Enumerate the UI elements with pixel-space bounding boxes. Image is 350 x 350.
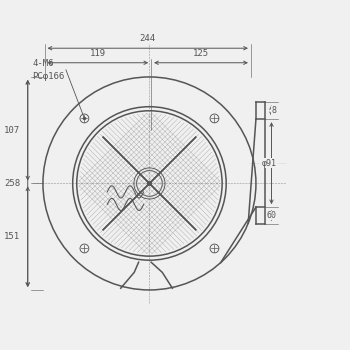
Text: 151: 151 <box>4 232 20 241</box>
Text: 119: 119 <box>90 49 106 58</box>
Text: 107: 107 <box>4 126 20 135</box>
Text: 258: 258 <box>4 179 20 188</box>
Text: 244: 244 <box>140 35 156 43</box>
Circle shape <box>147 181 152 186</box>
Text: φ91: φ91 <box>262 159 277 168</box>
Text: PCφ166: PCφ166 <box>32 72 64 81</box>
Text: 8: 8 <box>272 106 277 115</box>
Text: 60: 60 <box>267 211 277 220</box>
Text: 125: 125 <box>193 49 209 58</box>
Text: 4-M6: 4-M6 <box>32 59 54 68</box>
